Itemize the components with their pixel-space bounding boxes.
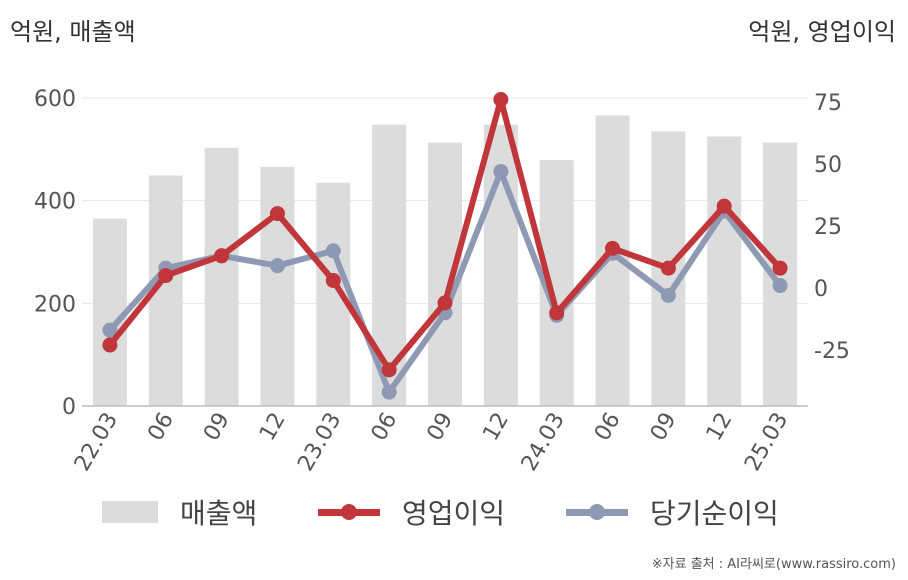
legend-item-revenue: 매출액 xyxy=(102,492,257,532)
x-tick-label: 09 xyxy=(646,409,682,446)
point-operating-profit xyxy=(605,240,621,256)
legend-swatch-revenue xyxy=(102,501,158,523)
x-tick-label: 12 xyxy=(478,409,514,446)
y-left-tick-label: 0 xyxy=(62,395,76,420)
y-right-tick-label: 0 xyxy=(814,277,828,302)
x-tick-label: 25.03 xyxy=(740,409,793,476)
y-left-tick-label: 400 xyxy=(34,190,76,215)
point-operating-profit xyxy=(493,92,509,108)
legend-item-net-income: 당기순이익 xyxy=(566,492,779,532)
point-operating-profit xyxy=(549,305,565,321)
point-net-income xyxy=(325,243,341,259)
right-axis-unit: 억원, 영업이익 xyxy=(748,18,896,46)
point-operating-profit xyxy=(325,273,341,289)
x-tick-label: 09 xyxy=(199,409,235,446)
legend-swatch-net-income xyxy=(566,501,628,523)
y-right-tick-label: 25 xyxy=(814,215,842,240)
x-tick-label: 24.03 xyxy=(517,409,570,476)
legend-label-net-income: 당기순이익 xyxy=(650,497,779,530)
point-operating-profit xyxy=(716,198,732,214)
point-net-income xyxy=(381,384,397,400)
point-operating-profit xyxy=(214,248,230,264)
y-right-tick-label: -25 xyxy=(814,339,850,364)
x-tick-label: 06 xyxy=(143,409,179,446)
x-tick-label: 12 xyxy=(702,409,738,446)
legend-item-operating-profit: 영업이익 xyxy=(318,492,505,532)
source-note: ※자료 출처 : AI라씨로(www.rassiro.com) xyxy=(651,557,896,572)
x-tick-label: 09 xyxy=(423,409,459,446)
legend-label-operating-profit: 영업이익 xyxy=(402,497,506,530)
point-net-income xyxy=(269,258,285,274)
point-net-income xyxy=(772,278,788,294)
x-tick-label: 23.03 xyxy=(293,409,346,476)
point-operating-profit xyxy=(772,260,788,276)
point-net-income xyxy=(102,322,118,338)
point-operating-profit xyxy=(158,268,174,284)
bar-revenue xyxy=(707,136,742,406)
y-right-tick-label: 75 xyxy=(814,91,842,116)
point-operating-profit xyxy=(269,206,285,222)
point-operating-profit xyxy=(102,337,118,353)
point-operating-profit xyxy=(660,260,676,276)
bar-revenue xyxy=(428,142,462,406)
x-tick-label: 12 xyxy=(255,409,291,446)
x-tick-label: 06 xyxy=(590,409,626,446)
legend-label-revenue: 매출액 xyxy=(180,497,258,530)
left-axis-unit: 억원, 매출액 xyxy=(10,18,136,46)
bar-revenue xyxy=(260,166,295,406)
y-right-tick-label: 50 xyxy=(814,153,842,178)
point-net-income xyxy=(493,163,509,179)
legend: 매출액 영업이익 당기순이익 xyxy=(0,492,908,536)
bar-revenue xyxy=(204,147,239,406)
point-net-income xyxy=(660,287,676,303)
bar-revenue xyxy=(92,218,127,406)
point-operating-profit xyxy=(437,295,453,311)
y-left-tick-label: 600 xyxy=(34,87,76,112)
x-tick-label: 06 xyxy=(367,409,403,446)
x-tick-label: 22.03 xyxy=(70,409,123,476)
point-operating-profit xyxy=(381,362,397,378)
y-left-tick-label: 200 xyxy=(34,292,76,317)
legend-swatch-operating-profit xyxy=(318,501,380,523)
